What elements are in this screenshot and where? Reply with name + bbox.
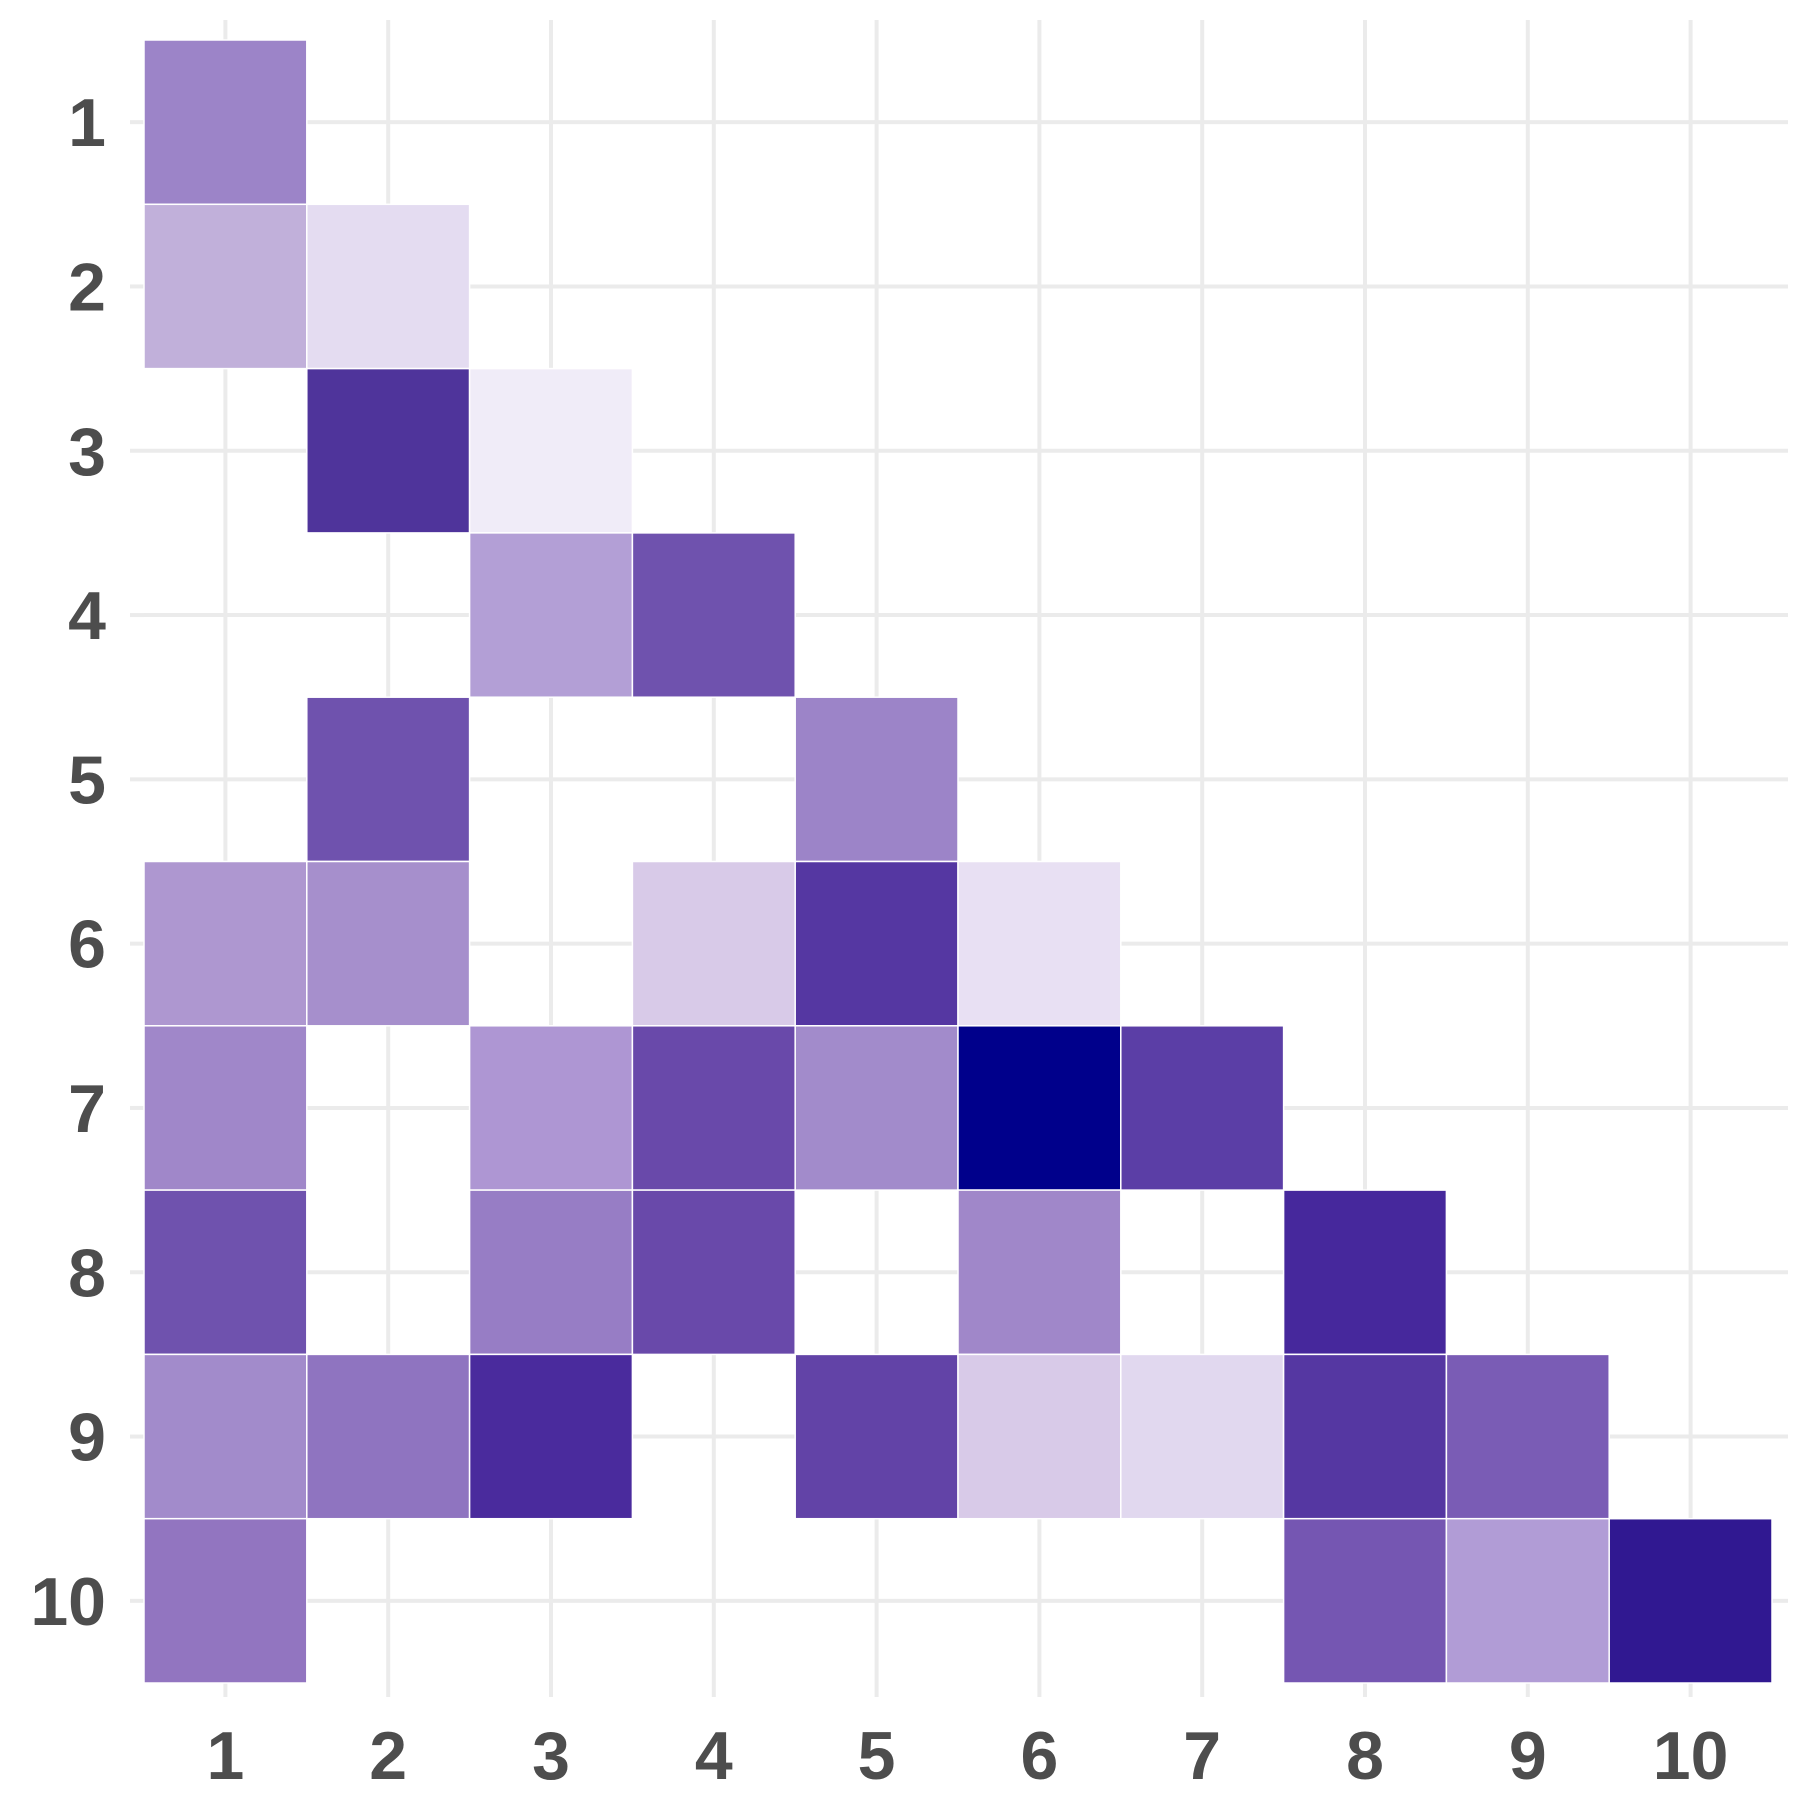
heatmap-cell-1-6: [143, 860, 308, 1027]
x-tick-label-4: 4: [695, 1718, 733, 1794]
heatmap-cell-4-6: [631, 860, 796, 1027]
heatmap-cell-5-9: [794, 1353, 959, 1520]
x-tick-label-10: 10: [1653, 1718, 1729, 1794]
x-tick-label-2: 2: [369, 1718, 407, 1794]
y-axis: 1 2 3 4 5 6 7 8 9 10: [30, 85, 106, 1640]
y-tick-label-9: 9: [68, 1400, 106, 1476]
y-tick-label-6: 6: [68, 907, 106, 983]
heatmap-cell-1-8: [143, 1189, 308, 1356]
x-axis: 1 2 3 4 5 6 7 8 9 10: [206, 1718, 1728, 1794]
x-tick-label-8: 8: [1346, 1718, 1384, 1794]
heatmap-cell-5-5: [794, 696, 959, 863]
heatmap-cell-8-9: [1282, 1353, 1448, 1520]
y-tick-label-5: 5: [68, 742, 106, 818]
heatmap-cell-10-10: [1608, 1517, 1773, 1684]
y-tick-label-8: 8: [68, 1235, 106, 1311]
x-tick-label-9: 9: [1509, 1718, 1547, 1794]
heatmap-cell-6-8: [957, 1189, 1122, 1356]
heatmap-cell-4-4: [631, 532, 796, 698]
heatmap-cell-2-5: [306, 696, 471, 863]
heatmap-cell-2-9: [306, 1353, 471, 1520]
x-tick-label-3: 3: [532, 1718, 570, 1794]
y-tick-label-1: 1: [68, 85, 106, 161]
heatmap-cell-5-7: [794, 1025, 959, 1191]
heatmap-cell-1-2: [143, 203, 308, 370]
heatmap-cell-9-9: [1445, 1353, 1610, 1520]
heatmap-cell-8-8: [1282, 1189, 1448, 1356]
heatmap-cell-3-3: [468, 367, 634, 534]
heatmap-cell-6-7: [957, 1025, 1122, 1191]
heatmap-cell-4-7: [631, 1025, 796, 1191]
y-tick-label-4: 4: [68, 578, 106, 654]
heatmap-cell-2-3: [306, 367, 471, 534]
heatmap-cell-3-7: [468, 1025, 634, 1191]
y-tick-label-3: 3: [68, 414, 106, 490]
heatmap-cell-3-4: [468, 532, 634, 698]
heatmap-cell-1-7: [143, 1025, 308, 1191]
x-tick-label-1: 1: [206, 1718, 244, 1794]
heatmap-cell-8-10: [1282, 1517, 1448, 1684]
heatmap-cell-6-9: [957, 1353, 1122, 1520]
heatmap-cell-2-2: [306, 203, 471, 370]
heatmap-cell-4-8: [631, 1189, 796, 1356]
heatmap-cell-5-6: [794, 860, 959, 1027]
x-tick-label-5: 5: [858, 1718, 896, 1794]
y-tick-label-2: 2: [68, 249, 106, 325]
heatmap-cell-3-8: [468, 1189, 634, 1356]
heatmap-cell-1-9: [143, 1353, 308, 1520]
heatmap-cell-1-1: [143, 39, 308, 206]
heatmap-cell-7-9: [1120, 1353, 1285, 1520]
heatmap-cell-1-10: [143, 1517, 308, 1684]
heatmap-cell-2-6: [306, 860, 471, 1027]
cell-layer: [143, 39, 1773, 1684]
x-tick-label-6: 6: [1020, 1718, 1058, 1794]
x-tick-label-7: 7: [1183, 1718, 1221, 1794]
y-tick-label-7: 7: [68, 1071, 106, 1147]
heatmap-cell-7-7: [1120, 1025, 1285, 1191]
heatmap-cell-3-9: [468, 1353, 634, 1520]
heatmap-cell-9-10: [1445, 1517, 1610, 1684]
heatmap-cell-6-6: [957, 860, 1122, 1027]
y-tick-label-10: 10: [30, 1564, 106, 1640]
